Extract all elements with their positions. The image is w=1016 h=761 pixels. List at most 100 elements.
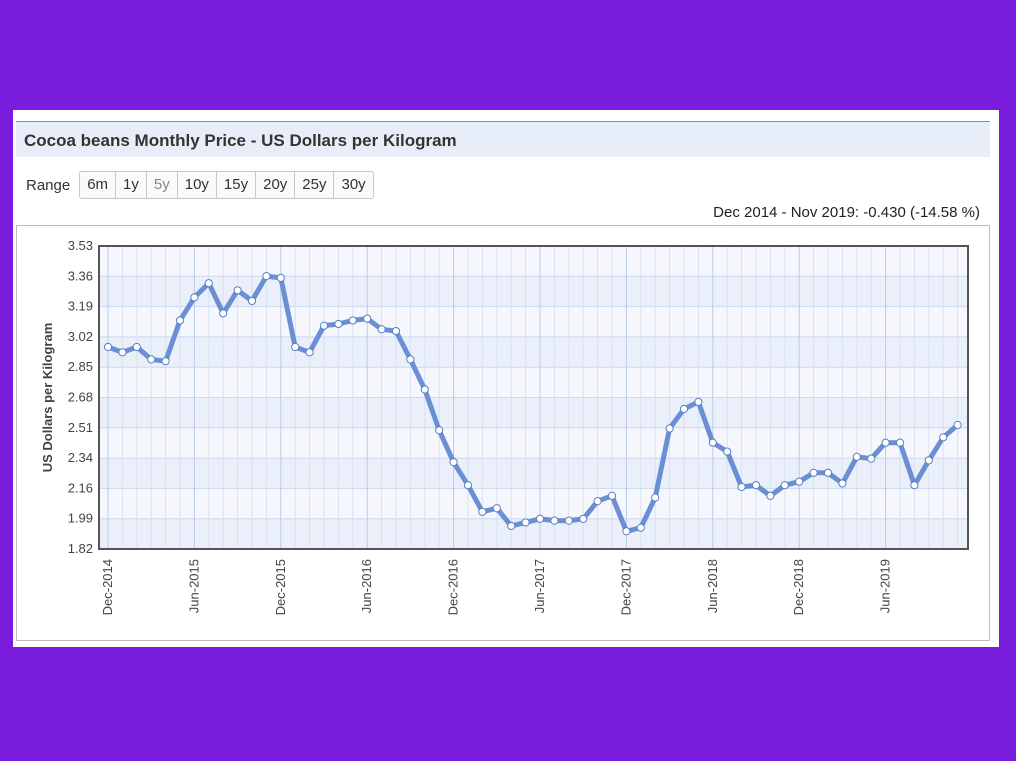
range-button-group: 6m 1y 5y 10y 15y 20y 25y 30y xyxy=(79,171,374,199)
x-tick-label: Jun-2016 xyxy=(359,559,374,613)
data-point xyxy=(406,355,415,364)
range-button-6m[interactable]: 6m xyxy=(80,172,117,198)
grid-band xyxy=(99,397,968,428)
data-point xyxy=(550,516,559,525)
range-button-1y[interactable]: 1y xyxy=(116,172,147,198)
data-point xyxy=(305,348,314,357)
range-button-5y: 5y xyxy=(147,172,178,198)
data-point xyxy=(190,293,199,302)
data-point xyxy=(478,507,487,516)
chart-card: Cocoa beans Monthly Price - US Dollars p… xyxy=(13,110,999,647)
line-chart: 3.53 3.36 3.19 3.02 2.85 2.68 2.51 2.34 2.16 1.99… xyxy=(40,238,969,615)
grid-band xyxy=(99,276,968,307)
data-point xyxy=(391,326,401,336)
data-point xyxy=(795,477,804,486)
data-point xyxy=(766,491,775,500)
data-point xyxy=(867,454,876,463)
data-point xyxy=(348,316,357,325)
change-summary: Dec 2014 - Nov 2019: -0.430 (-14.58 %) xyxy=(713,204,980,221)
data-point xyxy=(334,319,343,329)
data-point xyxy=(780,481,789,490)
data-point xyxy=(665,424,674,433)
grid-band xyxy=(99,518,968,549)
title-bar: Cocoa beans Monthly Price - US Dollars p… xyxy=(16,121,990,157)
data-point xyxy=(276,273,285,282)
y-tick-label: 2.68 xyxy=(68,390,93,405)
data-point xyxy=(651,493,660,502)
range-button-10y[interactable]: 10y xyxy=(178,172,217,198)
x-tick-label: Dec-2017 xyxy=(618,559,633,615)
data-point xyxy=(535,514,545,523)
data-point xyxy=(823,468,833,477)
chart-title: Cocoa beans Monthly Price - US Dollars p… xyxy=(24,131,457,150)
data-point xyxy=(118,348,127,357)
x-tick-label: Jun-2017 xyxy=(532,559,547,613)
data-point xyxy=(363,314,372,323)
data-point xyxy=(449,458,458,467)
data-point xyxy=(622,527,631,536)
data-point xyxy=(233,286,242,295)
range-button-20y[interactable]: 20y xyxy=(256,172,296,198)
data-point xyxy=(435,426,444,435)
y-tick-label: 1.99 xyxy=(68,511,93,526)
data-point xyxy=(895,438,905,447)
data-point xyxy=(751,481,761,490)
x-tick-label: Jun-2019 xyxy=(878,559,893,613)
data-point xyxy=(694,397,703,407)
y-tick-label: 3.53 xyxy=(68,238,93,253)
data-point xyxy=(809,468,818,477)
data-point xyxy=(132,342,141,352)
data-point xyxy=(881,438,890,447)
y-tick-label: 2.85 xyxy=(68,359,93,374)
grid-band xyxy=(99,458,968,489)
data-point xyxy=(291,342,300,352)
data-point xyxy=(147,355,156,364)
data-point xyxy=(607,491,617,500)
data-point xyxy=(507,521,516,531)
plot-border xyxy=(98,245,969,550)
data-point xyxy=(723,447,732,456)
data-point xyxy=(161,357,170,366)
range-button-30y[interactable]: 30y xyxy=(341,176,366,193)
data-point xyxy=(463,481,473,490)
y-tick-label: 2.51 xyxy=(68,420,93,435)
data-point xyxy=(492,504,501,513)
x-tick-label: Dec-2015 xyxy=(273,559,288,615)
data-point xyxy=(247,296,257,306)
grid-band xyxy=(99,336,968,368)
data-point xyxy=(924,456,933,465)
range-selector: Range 6m 1y 5y 10y 15y 20y 25y 30y xyxy=(26,171,374,199)
data-point xyxy=(593,497,602,506)
data-point xyxy=(103,342,113,352)
data-point xyxy=(521,518,530,527)
data-point xyxy=(939,433,948,442)
data-point xyxy=(636,523,645,532)
data-point xyxy=(579,514,588,523)
data-point xyxy=(377,325,386,334)
x-tick-label: Jun-2015 xyxy=(186,559,201,613)
data-point xyxy=(564,516,573,525)
data-point xyxy=(852,452,861,461)
data-point xyxy=(219,309,228,318)
range-label: Range xyxy=(26,176,71,194)
data-point xyxy=(679,404,689,414)
y-tick-label: 3.19 xyxy=(68,299,93,314)
range-button-15y[interactable]: 15y xyxy=(217,172,257,198)
data-point xyxy=(319,321,329,330)
x-tick-label: Dec-2014 xyxy=(100,559,115,615)
data-point xyxy=(737,482,746,492)
y-axis-label: US Dollars per Kilogram xyxy=(40,323,55,473)
data-point xyxy=(910,481,919,490)
data-point xyxy=(262,272,271,281)
chart-frame: 3.53 3.36 3.19 3.02 2.85 2.68 2.51 2.34 2.16 1.99… xyxy=(16,225,990,641)
data-point xyxy=(953,420,962,430)
x-tick-label: Jun-2018 xyxy=(705,559,720,613)
x-tick-label: Dec-2018 xyxy=(791,559,806,615)
data-point xyxy=(204,279,213,288)
data-point xyxy=(420,385,429,394)
y-tick-label: 2.16 xyxy=(68,480,93,495)
range-button-25y[interactable]: 25y xyxy=(295,172,335,198)
y-tick-label: 3.36 xyxy=(68,268,93,283)
data-point xyxy=(708,438,717,447)
y-tick-label: 2.34 xyxy=(68,450,93,465)
